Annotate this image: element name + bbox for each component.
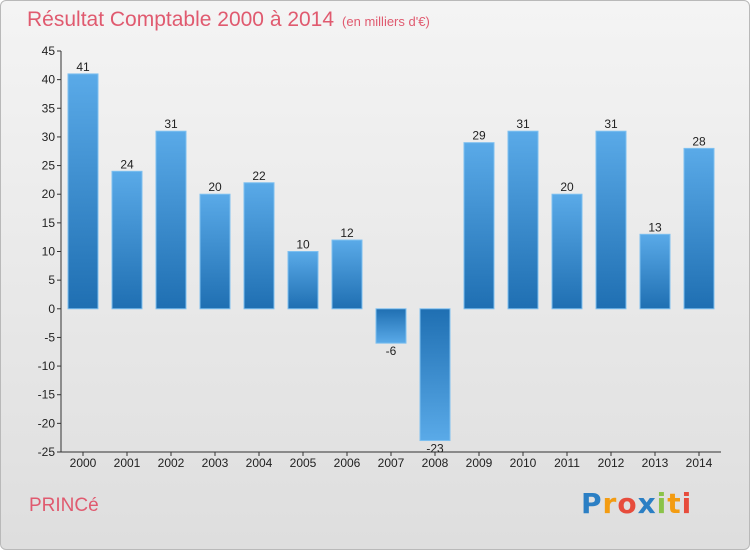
bar-2003 [199,193,231,310]
x-tick-label-2010: 2010 [510,456,537,470]
x-tick-label-2007: 2007 [378,456,405,470]
data-label-2007: -6 [386,344,397,358]
data-label-2003: 20 [208,180,222,194]
logo-letter: i [681,487,693,520]
x-tick-label-2005: 2005 [290,456,317,470]
data-label-2013: 13 [648,220,662,234]
proxiti-logo[interactable]: Proxiti [581,487,692,520]
data-label-2014: 28 [692,134,706,148]
data-label-2010: 31 [516,117,530,131]
x-tick-label-2000: 2000 [70,456,97,470]
bar-2005 [287,251,319,310]
data-label-2011: 20 [560,180,574,194]
bar-2011 [551,193,583,310]
bar-2013 [639,233,671,310]
bar-2000 [67,73,99,310]
y-tick-label: 35 [42,101,56,115]
logo-letter: t [667,487,682,520]
bar-2006 [331,239,363,310]
y-tick-label: 30 [42,130,56,144]
x-tick-label-2014: 2014 [686,456,713,470]
bar-2009 [463,142,495,310]
x-tick-label-2011: 2011 [554,456,580,470]
chart-title: Résultat Comptable 2000 à 2014 (en millie… [27,8,430,32]
y-tick-label: 5 [48,273,55,287]
bar-2014 [683,147,715,310]
data-label-2004: 22 [252,169,266,183]
logo-letter: P [581,487,603,520]
x-tick-label-2002: 2002 [158,456,185,470]
bar-2010 [507,130,539,310]
y-tick-label: 20 [42,187,56,201]
y-tick-label: -15 [38,388,56,402]
data-label-2012: 31 [604,117,618,131]
logo-letter: i [656,487,668,520]
x-tick-label-2008: 2008 [422,456,449,470]
data-label-2008: -23 [426,442,444,456]
y-tick-label: -20 [38,416,56,430]
y-tick-label: 25 [42,159,56,173]
bar-2002 [155,130,187,310]
y-tick-label: 40 [42,73,56,87]
bar-2007 [375,308,407,344]
logo-letter: o [617,487,638,520]
logo-letter: r [602,487,618,520]
data-label-2001: 24 [120,157,134,171]
x-tick-label-2009: 2009 [466,456,493,470]
y-tick-label: -25 [38,445,56,459]
chart-title-unit: (en milliers d'€) [342,14,430,29]
bar-2001 [111,170,143,310]
data-label-2000: 41 [76,60,90,74]
data-label-2009: 29 [472,129,486,143]
x-tick-label-2001: 2001 [114,456,141,470]
bar-2012 [595,130,627,310]
data-label-2006: 12 [340,226,354,240]
logo-letter: x [637,487,657,520]
chart-title-main: Résultat Comptable 2000 à 2014 [27,8,335,31]
y-tick-label: -5 [44,330,55,344]
town-name: PRINCé [29,495,99,516]
y-tick-label: 15 [42,216,56,230]
y-tick-label: 10 [42,245,56,259]
x-tick-label-2004: 2004 [246,456,273,470]
y-tick-label: 0 [48,302,55,316]
data-label-2005: 10 [296,238,310,252]
data-label-2002: 31 [164,117,178,131]
bar-2008 [419,308,451,442]
x-tick-label-2006: 2006 [334,456,361,470]
y-tick-label: -10 [38,359,56,373]
y-tick-label: 45 [42,44,56,58]
x-tick-label-2003: 2003 [202,456,229,470]
bar-2004 [243,182,275,310]
x-tick-label-2012: 2012 [598,456,625,470]
x-tick-label-2013: 2013 [642,456,669,470]
